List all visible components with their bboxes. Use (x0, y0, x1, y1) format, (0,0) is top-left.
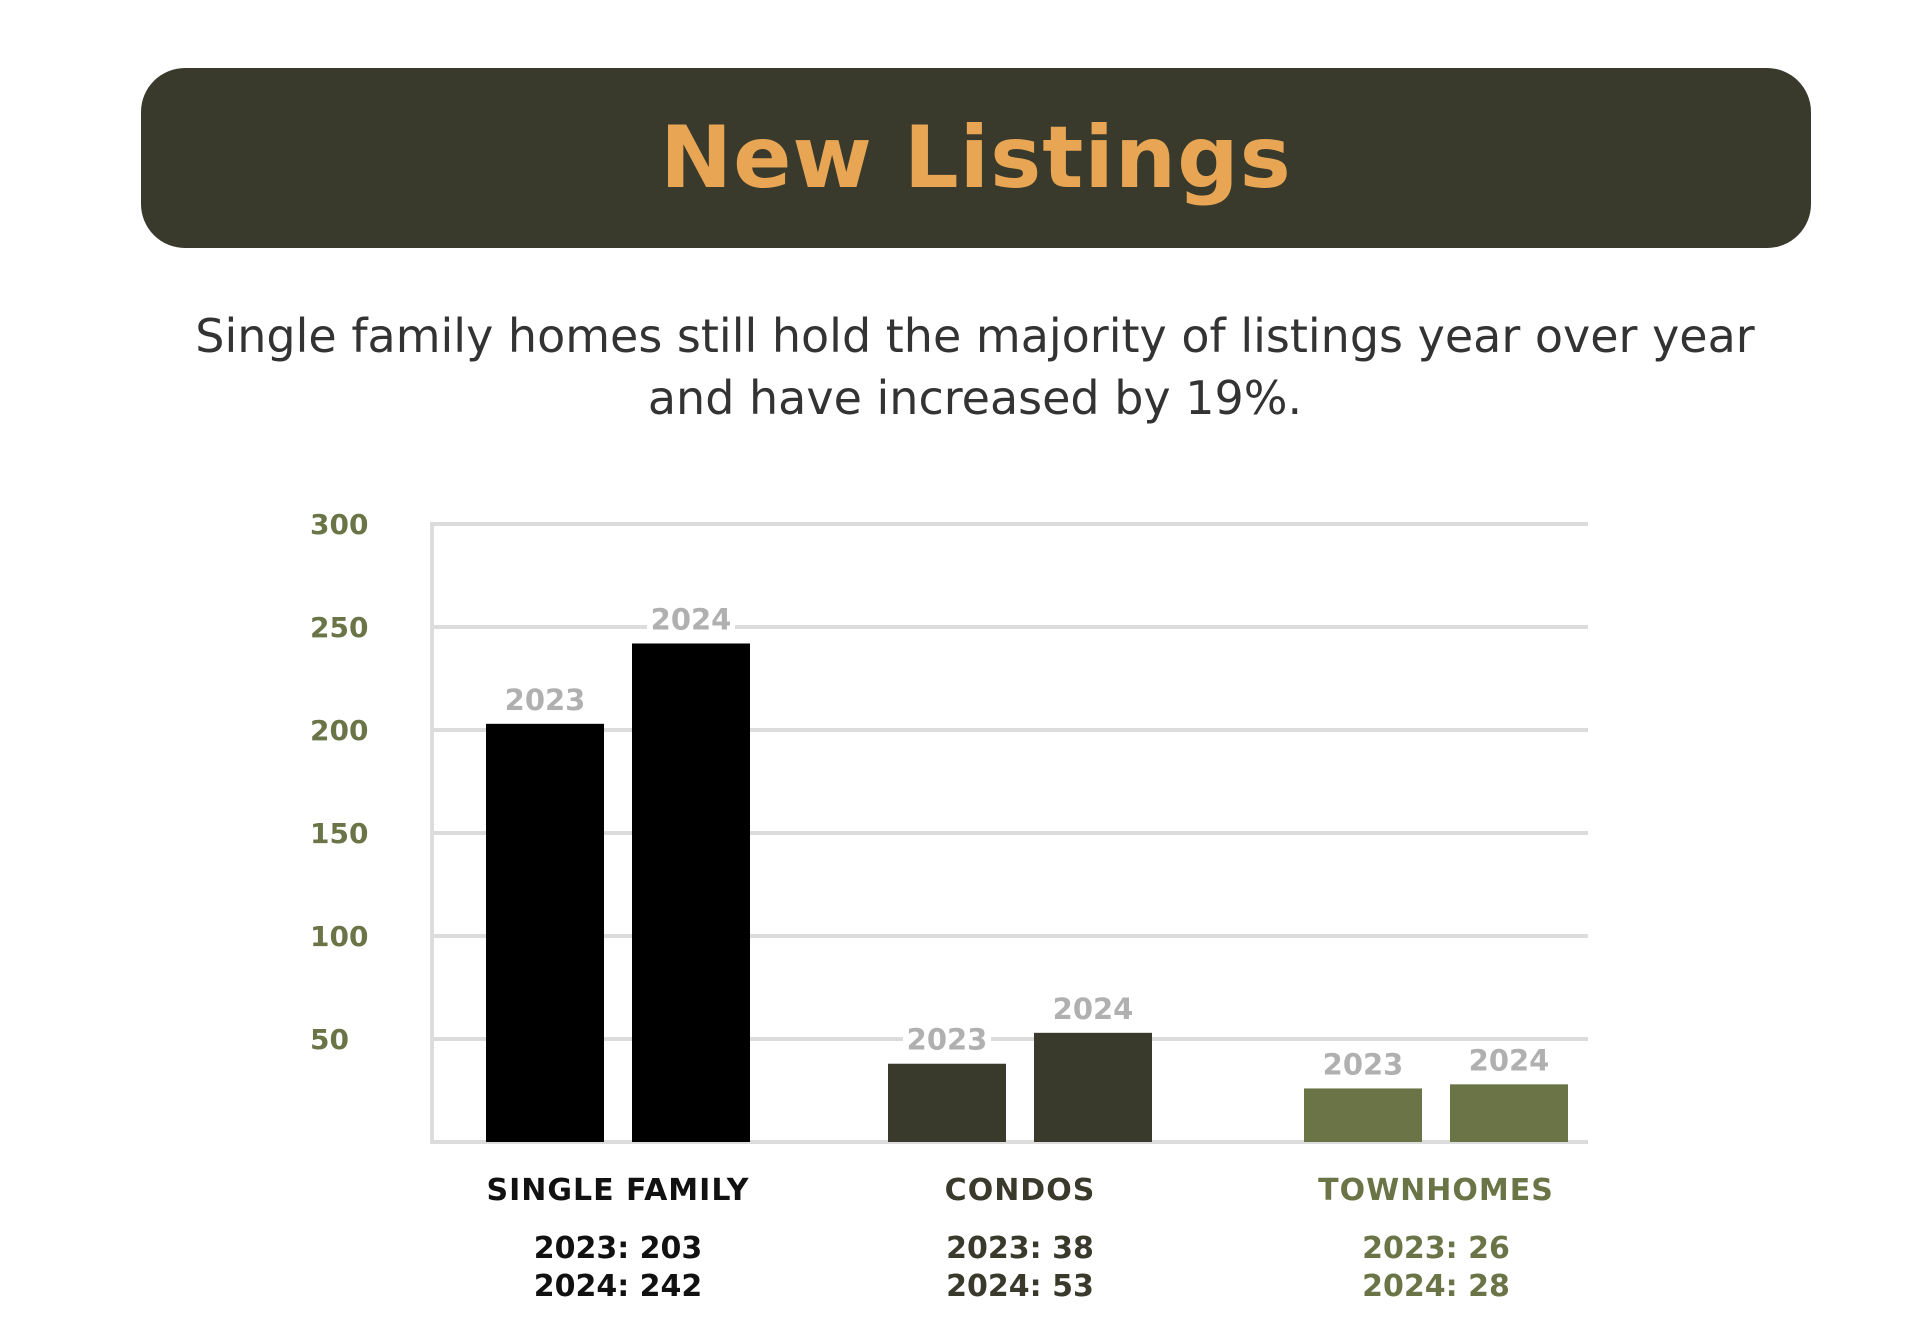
bar-year-label: 2023 (505, 683, 586, 717)
bar (888, 1063, 1006, 1142)
bar-label-bg (903, 1021, 991, 1058)
bars (486, 643, 1568, 1142)
bar (1304, 1088, 1422, 1142)
bar-label-bg (1049, 990, 1137, 1027)
category-summary-line: 2024: 53 (946, 1269, 1094, 1304)
y-tick-label: 200 (310, 714, 368, 747)
bar (1450, 1084, 1568, 1142)
bar-label-bg (501, 681, 589, 718)
category-label: TOWNHOMES (1318, 1173, 1554, 1208)
y-tick-label: 100 (310, 920, 368, 953)
subtitle: Single family homes still hold the major… (160, 305, 1790, 429)
bar (632, 643, 750, 1142)
y-tick-labels: 50 100 150 200 250 300 (310, 508, 368, 1056)
bar-label-bg (1319, 1046, 1407, 1083)
bar-year-label: 2023 (1323, 1047, 1404, 1081)
y-tick-label: 300 (310, 508, 368, 541)
category-summary-line: 2023: 203 (534, 1231, 703, 1266)
header-banner: New Listings (141, 68, 1811, 248)
bar (1034, 1032, 1152, 1142)
bar-year-label: 2024 (651, 602, 732, 636)
y-tick-label: 250 (310, 611, 368, 644)
bar-year-label: 2023 (907, 1023, 988, 1057)
page-title: New Listings (660, 108, 1292, 208)
grid-lines (432, 522, 1588, 1041)
y-tick-label: 150 (310, 817, 368, 850)
category-label: CONDOS (945, 1173, 1096, 1208)
bar-year-label: 2024 (1469, 1043, 1550, 1077)
bar-year-label: 2024 (1053, 992, 1134, 1026)
category-summary-line: 2024: 242 (534, 1269, 703, 1304)
bar-label-bg (1465, 1042, 1553, 1079)
bar-label-bg (647, 601, 735, 638)
bar-year-labels: 2023 2024 2023 2024 2023 2024 (501, 601, 1553, 1083)
category-summary-line: 2023: 26 (1362, 1231, 1510, 1266)
subtitle-line-1: Single family homes still hold the major… (195, 309, 1755, 363)
category-labels: SINGLE FAMILY CONDOS TOWNHOMES (486, 1173, 1554, 1208)
y-tick-label: 50 (310, 1023, 349, 1056)
category-summary-line: 2024: 28 (1362, 1269, 1510, 1304)
category-label: SINGLE FAMILY (486, 1173, 749, 1208)
subtitle-line-2: and have increased by 19%. (647, 371, 1303, 425)
bar (486, 723, 604, 1142)
category-summary-line: 2023: 38 (946, 1231, 1094, 1266)
